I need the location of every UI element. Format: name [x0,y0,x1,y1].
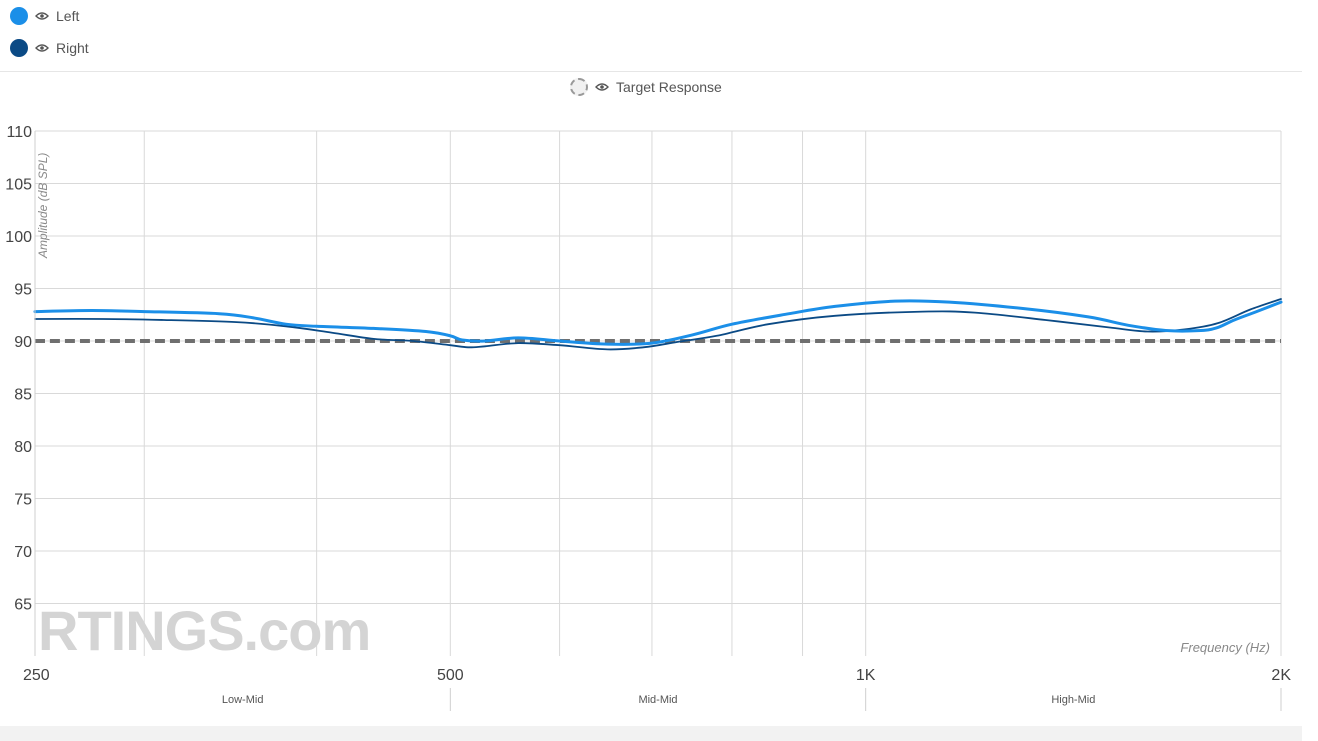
y-tick-label: 80 [14,439,32,456]
eye-icon[interactable] [35,11,49,21]
y-tick-label: 110 [6,124,32,141]
footer-bar [0,726,1302,741]
eye-icon[interactable] [595,82,609,92]
x-tick-label: 2K [1271,667,1291,684]
band-label: High-Mid [1051,694,1095,706]
y-tick-label: 90 [14,334,32,351]
legend-item-right[interactable]: Right [10,39,89,57]
y-tick-label: 85 [14,387,32,404]
series-line-left [33,299,1283,346]
y-tick-label: 70 [14,544,32,561]
watermark-logo: RTINGS.com [38,599,370,662]
x-axis-title: Frequency (Hz) [1180,640,1270,655]
left-color-swatch [10,7,28,25]
y-tick-label: 95 [14,282,32,299]
y-tick-label: 105 [5,177,32,194]
x-tick-label: 250 [23,667,50,684]
eye-icon[interactable] [35,43,49,53]
legend-label-left: Left [56,8,80,24]
x-tick-label: 1K [856,667,876,684]
legend-item-left[interactable]: Left [10,7,79,25]
legend-divider [0,71,1302,72]
x-tick-label: 500 [437,667,464,684]
y-tick-label: 75 [14,492,32,509]
series-line-right [34,298,1282,351]
y-axis-title: Amplitude (dB SPL) [36,153,50,259]
y-tick-label: 100 [5,229,32,246]
legend-item-target[interactable]: Target Response [570,78,722,96]
legend-label-target: Target Response [616,79,722,95]
legend-label-right: Right [56,40,89,56]
band-label: Low-Mid [222,694,264,706]
target-response-swatch [570,78,588,96]
band-label: Mid-Mid [638,694,677,706]
right-color-swatch [10,39,28,57]
y-tick-label: 65 [14,597,32,614]
